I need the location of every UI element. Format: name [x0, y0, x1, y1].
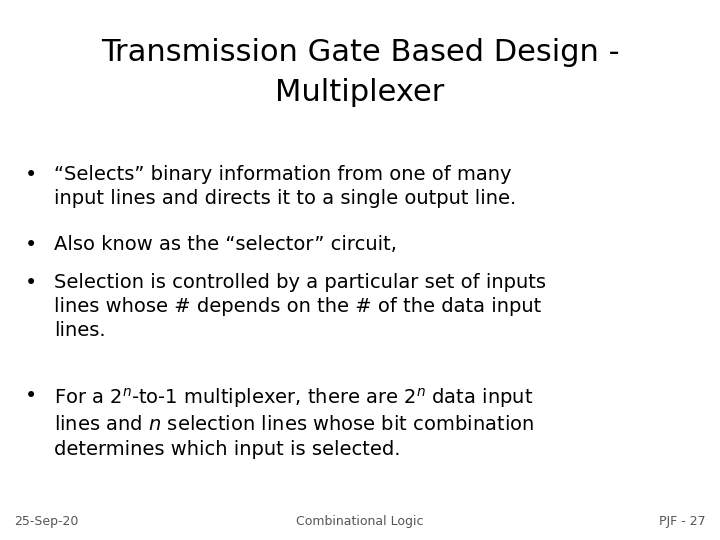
Text: For a $2^n$-to-1 multiplexer, there are $2^n$ data input
lines and $n$ selection: For a $2^n$-to-1 multiplexer, there are …	[54, 386, 534, 458]
Text: •: •	[25, 165, 37, 185]
Text: •: •	[25, 235, 37, 255]
Text: “Selects” binary information from one of many
input lines and directs it to a si: “Selects” binary information from one of…	[54, 165, 516, 208]
Text: •: •	[25, 386, 37, 406]
Text: 25-Sep-20: 25-Sep-20	[14, 515, 78, 528]
Text: •: •	[25, 273, 37, 293]
Text: PJF - 27: PJF - 27	[659, 515, 706, 528]
Text: Also know as the “selector” circuit,: Also know as the “selector” circuit,	[54, 235, 397, 254]
Text: Selection is controlled by a particular set of inputs
lines whose # depends on t: Selection is controlled by a particular …	[54, 273, 546, 340]
Text: Combinational Logic: Combinational Logic	[296, 515, 424, 528]
Text: Transmission Gate Based Design -
Multiplexer: Transmission Gate Based Design - Multipl…	[101, 38, 619, 107]
